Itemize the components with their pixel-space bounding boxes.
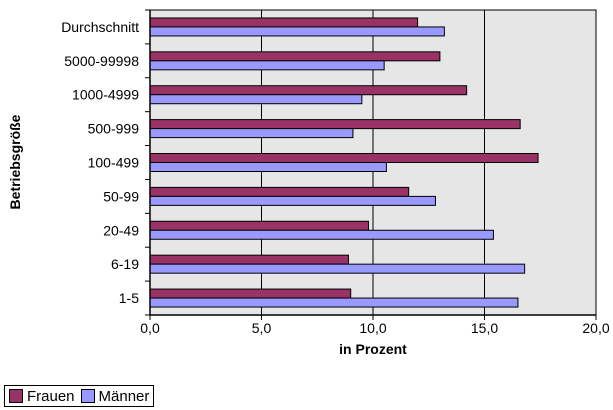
bar-frauen <box>149 51 441 62</box>
bar-frauen <box>149 153 539 163</box>
x-tick-label: 20,0 <box>582 320 609 336</box>
bar-frauen <box>149 186 410 197</box>
chart: Durchschnitt 5000-99998 1000-4999 500-999 10… <box>7 9 610 357</box>
y-tick-labels: Durchschnitt 5000-99998 1000-4999 500-999 10… <box>61 19 139 306</box>
bar-frauen <box>149 288 352 299</box>
x-tick-label: 0,0 <box>140 320 160 336</box>
y-tick-label: 500-999 <box>88 121 140 137</box>
legend-label-frauen: Frauen <box>27 387 75 405</box>
y-axis-title: Betriebsgröße <box>7 114 23 209</box>
y-tick-label: Durchschnitt <box>61 19 139 35</box>
legend-swatch-maenner <box>80 389 95 403</box>
bar-maenner <box>149 162 387 172</box>
bar-maenner <box>149 128 354 139</box>
x-tick-label: 15,0 <box>471 320 498 336</box>
bar-frauen <box>149 119 521 130</box>
y-tick-label: 1-5 <box>119 290 139 306</box>
y-tick-label: 50-99 <box>103 188 139 204</box>
legend: Frauen Männer <box>4 385 155 407</box>
y-tick-label: 1000-4999 <box>72 87 139 103</box>
bar-maenner <box>149 60 385 71</box>
bar-frauen <box>149 220 370 231</box>
bar-maenner <box>149 94 363 105</box>
bar-maenner <box>149 229 494 240</box>
x-tick-label: 5,0 <box>252 320 272 336</box>
legend-item-frauen: Frauen <box>9 388 75 405</box>
x-tick-label: 10,0 <box>359 320 386 336</box>
legend-label-maenner: Männer <box>98 387 150 405</box>
bar-maenner <box>149 195 436 206</box>
y-tick-label: 100-499 <box>88 155 140 171</box>
x-tick-labels: 0,0 5,0 10,0 15,0 20,0 <box>140 320 610 336</box>
y-tick-label: 20-49 <box>103 222 139 238</box>
bar-maenner <box>149 297 519 308</box>
bar-maenner <box>149 26 445 37</box>
axes <box>145 9 597 320</box>
bar-maenner <box>149 263 526 274</box>
bar-frauen <box>149 17 419 28</box>
x-axis-title: in Prozent <box>339 341 407 357</box>
legend-swatch-frauen <box>9 389 23 403</box>
bar-frauen <box>149 85 468 96</box>
bar-frauen <box>149 254 349 265</box>
y-tick-label: 5000-99998 <box>64 53 139 69</box>
legend-item-maenner: Männer <box>80 387 150 405</box>
y-tick-label: 6-19 <box>111 256 139 272</box>
